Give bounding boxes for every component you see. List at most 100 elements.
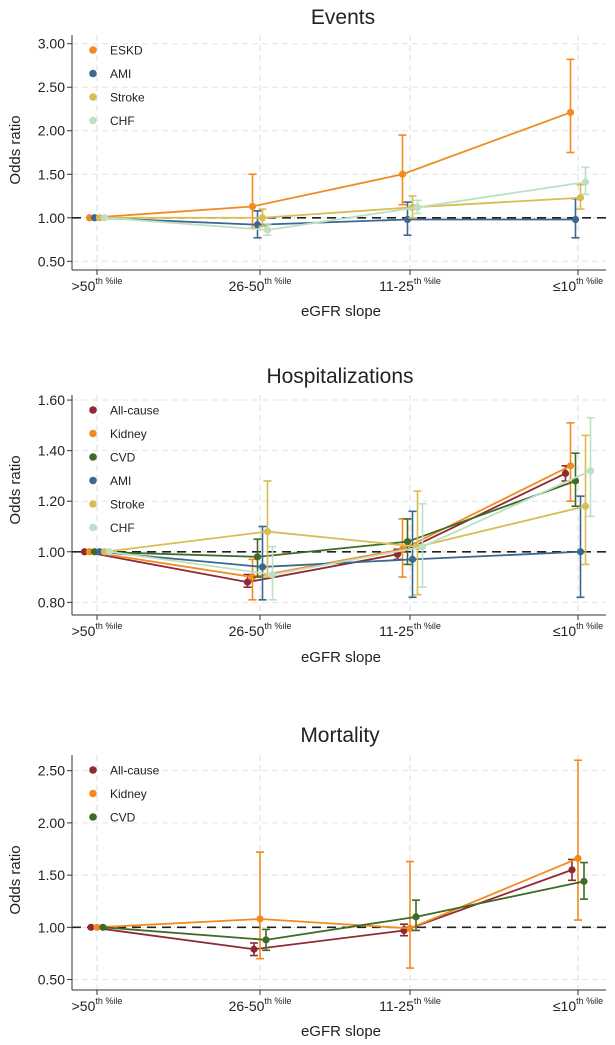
y-tick-label: 3.00 [38, 36, 65, 52]
data-point [258, 563, 267, 571]
plot-area: 0.50 1.00 1.50 2.00 2.50 >50th %ile 26-50th %i… [38, 755, 606, 1014]
data-point [408, 555, 417, 563]
y-tick-label: 1.00 [38, 544, 65, 560]
series-kidney [93, 759, 582, 969]
data-point [561, 469, 570, 477]
x-tick-label: ≤10th %ile [553, 621, 603, 639]
data-point [576, 194, 585, 202]
panel-title: Events [311, 6, 375, 29]
legend-marker [89, 500, 97, 508]
x-tick-label: 11-25th %ile [379, 621, 441, 639]
legend-label: CVD [110, 451, 136, 465]
data-point [413, 203, 422, 211]
legend-label: Kidney [110, 427, 147, 441]
y-tick-label: 1.60 [38, 392, 65, 408]
data-point [566, 462, 575, 470]
y-tick-label: 2.00 [38, 123, 65, 139]
panel-hospitalizations: Hospitalizations Odds ratio eGFR slope 0… [7, 365, 606, 666]
data-point [90, 214, 99, 222]
panel-mortality: Mortality Odds ratio eGFR slope 0.50 1.00… [7, 724, 606, 1040]
legend-label: All-cause [110, 404, 160, 418]
data-point [258, 214, 267, 222]
legend-marker [89, 406, 97, 414]
y-tick-label: 0.50 [38, 253, 65, 269]
legend-marker [89, 93, 97, 101]
y-tick-label: 1.00 [38, 919, 65, 935]
data-point [85, 214, 94, 222]
legend-marker [89, 453, 97, 461]
legend-marker [89, 523, 97, 532]
data-point [262, 936, 270, 944]
series-eskd [85, 58, 575, 230]
data-point [243, 578, 252, 586]
data-point [571, 215, 580, 224]
series-cvd [90, 452, 580, 578]
y-tick-label: 1.50 [38, 166, 65, 182]
data-point [248, 573, 257, 581]
y-tick-label: 0.80 [38, 594, 65, 610]
data-point [95, 548, 104, 556]
data-point [406, 924, 414, 932]
legend-marker [89, 46, 97, 54]
series-line [89, 111, 571, 219]
legend-marker [89, 813, 97, 821]
legend-label: All-cause [110, 764, 160, 778]
x-tick-label: 26-50th %ile [229, 276, 292, 294]
data-point [248, 202, 257, 211]
series-line [90, 869, 573, 951]
x-tick-label: >50th %ile [72, 621, 123, 639]
series-line [104, 181, 586, 231]
legend-label: Stroke [110, 498, 145, 512]
data-point [87, 923, 95, 931]
x-axis-label: eGFR slope [301, 303, 381, 320]
legend-label: AMI [110, 474, 131, 488]
series-line [96, 857, 579, 930]
data-point [100, 214, 109, 222]
x-tick-label: 11-25th %ile [379, 996, 441, 1014]
y-tick-label: 1.20 [38, 493, 65, 509]
legend-marker [89, 766, 97, 774]
series-line [99, 196, 581, 219]
series-line [89, 464, 571, 578]
data-point [568, 866, 576, 874]
series-line [104, 505, 586, 553]
data-point [263, 527, 272, 536]
x-tick-label: >50th %ile [72, 996, 123, 1014]
data-point [93, 923, 101, 931]
x-tick-label: 11-25th %ile [379, 276, 441, 294]
data-point [581, 502, 590, 510]
legend-label: CHF [110, 114, 135, 128]
data-point [253, 553, 262, 561]
x-axis-label: eGFR slope [301, 1023, 381, 1040]
data-point [263, 226, 272, 234]
y-axis-label: Odds ratio [7, 455, 24, 524]
y-tick-label: 2.50 [38, 79, 65, 95]
x-tick-label: ≤10th %ile [553, 996, 603, 1014]
panel-events: Events Odds ratio eGFR slope 0.50 1.00 1.5… [7, 6, 606, 320]
y-tick-label: 1.00 [38, 210, 65, 226]
data-point [99, 923, 107, 931]
series-line [94, 216, 576, 226]
plot-area: 0.50 1.00 1.50 2.00 2.50 3.00 >50th %ile 26-50t… [38, 35, 606, 294]
series-stroke [100, 434, 590, 596]
y-tick-label: 1.50 [38, 867, 65, 883]
legend-label: Kidney [110, 787, 147, 801]
data-point [398, 170, 407, 178]
legend-label: AMI [110, 67, 131, 81]
series-all-cause [87, 858, 576, 957]
series-cvd [99, 861, 588, 952]
y-tick-label: 2.50 [38, 763, 65, 779]
y-axis-label: Odds ratio [7, 845, 24, 914]
x-axis-label: eGFR slope [301, 649, 381, 666]
series-line [84, 472, 566, 584]
series-line [109, 470, 591, 576]
x-tick-label: >50th %ile [72, 276, 123, 294]
y-tick-label: 1.40 [38, 443, 65, 459]
legend-marker [89, 69, 97, 78]
data-point [85, 548, 94, 556]
data-point [581, 178, 590, 186]
panel-title: Mortality [300, 724, 380, 747]
plot-area: 0.80 1.00 1.20 1.40 1.60 >50th %ile 26-50th %i… [38, 392, 606, 639]
legend-label: CHF [110, 521, 135, 535]
